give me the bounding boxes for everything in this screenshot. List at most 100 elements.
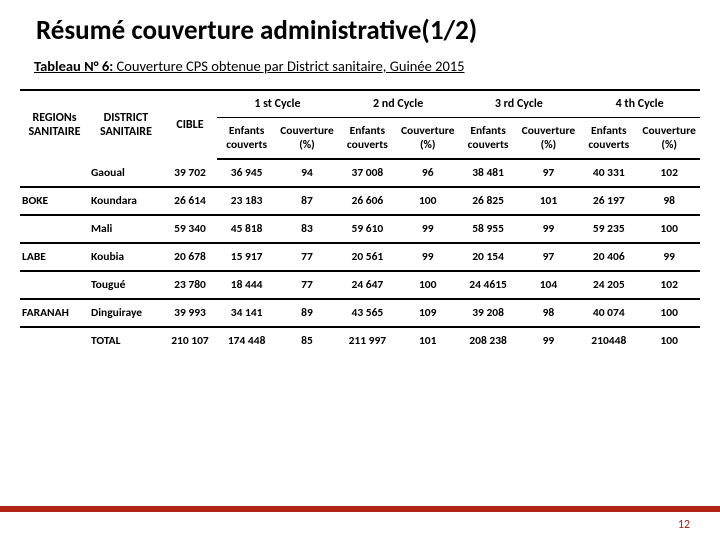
col-cycle-3: 3 rd Cycle xyxy=(459,90,580,118)
total-label: TOTAL xyxy=(89,327,163,354)
col-c2-enfants: Enfants couverts xyxy=(338,118,397,160)
table-row: Gaoual39 70236 9459437 0089638 4819740 3… xyxy=(20,159,700,187)
total-c4e: 210448 xyxy=(579,327,638,354)
cell-c2p: 96 xyxy=(397,159,459,187)
table-row: LABEKoubia20 67815 9177720 5619920 15497… xyxy=(20,243,700,271)
cell-cible: 39 702 xyxy=(163,159,217,187)
total-c4p: 100 xyxy=(638,327,700,354)
total-c2p: 101 xyxy=(397,327,459,354)
cell-c1p: 83 xyxy=(276,215,338,243)
cell-c3e: 26 825 xyxy=(459,187,518,215)
total-c2e: 211 997 xyxy=(338,327,397,354)
cell-district: Mali xyxy=(89,215,163,243)
col-region: REGIONs SANITAIRE xyxy=(20,90,89,159)
cell-c1e: 45 818 xyxy=(217,215,276,243)
cell-cible: 26 614 xyxy=(163,187,217,215)
col-c4-couv: Couverture (%) xyxy=(638,118,700,160)
cell-c2p: 99 xyxy=(397,243,459,271)
cell-c1e: 23 183 xyxy=(217,187,276,215)
total-c3p: 99 xyxy=(518,327,580,354)
total-cible: 210 107 xyxy=(163,327,217,354)
total-c3e: 208 238 xyxy=(459,327,518,354)
cell-region: LABE xyxy=(20,243,89,271)
cell-c2p: 109 xyxy=(397,299,459,327)
col-c1-couv: Couverture (%) xyxy=(276,118,338,160)
table-row: Mali59 34045 8188359 6109958 9559959 235… xyxy=(20,215,700,243)
table-row: Tougué23 78018 4447724 64710024 46151042… xyxy=(20,271,700,299)
cell-c1e: 18 444 xyxy=(217,271,276,299)
cell-c1e: 36 945 xyxy=(217,159,276,187)
cell-c4p: 102 xyxy=(638,159,700,187)
cell-region xyxy=(20,271,89,299)
cell-c4p: 98 xyxy=(638,187,700,215)
cell-c4p: 100 xyxy=(638,299,700,327)
cell-c2p: 99 xyxy=(397,215,459,243)
cell-c2p: 100 xyxy=(397,271,459,299)
cell-cible: 39 993 xyxy=(163,299,217,327)
cell-c4e: 20 406 xyxy=(579,243,638,271)
cell-c3p: 98 xyxy=(518,299,580,327)
cell-c1p: 77 xyxy=(276,271,338,299)
table-total-row: TOTAL210 107174 44885211 997101208 23899… xyxy=(20,327,700,354)
cell-c1p: 77 xyxy=(276,243,338,271)
col-c3-couv: Couverture (%) xyxy=(518,118,580,160)
cell-c2e: 59 610 xyxy=(338,215,397,243)
cell-c2e: 24 647 xyxy=(338,271,397,299)
col-cycle-1: 1 st Cycle xyxy=(217,90,338,118)
footer-bar xyxy=(0,506,720,512)
col-c4-enfants: Enfants couverts xyxy=(579,118,638,160)
cell-c2e: 37 008 xyxy=(338,159,397,187)
table-header: REGIONs SANITAIRE DISTRICT SANITAIRE CIB… xyxy=(20,90,700,159)
cell-c1p: 89 xyxy=(276,299,338,327)
cell-district: Tougué xyxy=(89,271,163,299)
table-caption: Tableau N° 6: Couverture CPS obtenue par… xyxy=(34,57,700,75)
cell-c2p: 100 xyxy=(397,187,459,215)
col-cycle-2: 2 nd Cycle xyxy=(338,90,459,118)
cell-c4e: 59 235 xyxy=(579,215,638,243)
total-c1p: 85 xyxy=(276,327,338,354)
cell-cible: 20 678 xyxy=(163,243,217,271)
coverage-table: REGIONs SANITAIRE DISTRICT SANITAIRE CIB… xyxy=(20,89,700,354)
cell-c3p: 101 xyxy=(518,187,580,215)
caption-text: Couverture CPS obtenue par District sani… xyxy=(113,57,464,75)
cell-district: Dinguiraye xyxy=(89,299,163,327)
cell-c4p: 100 xyxy=(638,215,700,243)
cell-c3p: 97 xyxy=(518,243,580,271)
cell-c3e: 38 481 xyxy=(459,159,518,187)
col-c3-enfants: Enfants couverts xyxy=(459,118,518,160)
cell-district: Koubia xyxy=(89,243,163,271)
cell-c4e: 24 205 xyxy=(579,271,638,299)
cell-c1p: 94 xyxy=(276,159,338,187)
cell-region: BOKE xyxy=(20,187,89,215)
caption-label: Tableau N° 6: xyxy=(34,57,113,75)
cell-district: Gaoual xyxy=(89,159,163,187)
table-body: Gaoual39 70236 9459437 0089638 481 97 40 3… xyxy=(20,159,700,354)
cell-c2e: 26 606 xyxy=(338,187,397,215)
cell-region xyxy=(20,159,89,187)
table-row: BOKEKoundara26 61423 1838726 60610026 82… xyxy=(20,187,700,215)
slide-title: Résumé couverture administrative(1/2) xyxy=(36,14,700,47)
cell-c4p: 102 xyxy=(638,271,700,299)
slide: Résumé couverture administrative(1/2) Ta… xyxy=(0,0,720,540)
cell-c1p: 87 xyxy=(276,187,338,215)
page-number: 12 xyxy=(678,518,690,532)
col-c2-couv: Couverture (%) xyxy=(397,118,459,160)
total-label-blank xyxy=(20,327,89,354)
col-district: DISTRICT SANITAIRE xyxy=(89,90,163,159)
cell-c1e: 15 917 xyxy=(217,243,276,271)
cell-cible: 23 780 xyxy=(163,271,217,299)
cell-c4e: 40 331 xyxy=(579,159,638,187)
col-cible: CIBLE xyxy=(163,90,217,159)
cell-region: FARANAH xyxy=(20,299,89,327)
col-c1-enfants: Enfants couverts xyxy=(217,118,276,160)
cell-c4p: 99 xyxy=(638,243,700,271)
cell-c3e: 20 154 xyxy=(459,243,518,271)
cell-c4e: 40 074 xyxy=(579,299,638,327)
col-cycle-4: 4 th Cycle xyxy=(579,90,700,118)
cell-c3p: 104 xyxy=(518,271,580,299)
cell-region xyxy=(20,215,89,243)
cell-c3p: 99 xyxy=(518,215,580,243)
total-c1e: 174 448 xyxy=(217,327,276,354)
cell-district: Koundara xyxy=(89,187,163,215)
cell-c3e: 39 208 xyxy=(459,299,518,327)
